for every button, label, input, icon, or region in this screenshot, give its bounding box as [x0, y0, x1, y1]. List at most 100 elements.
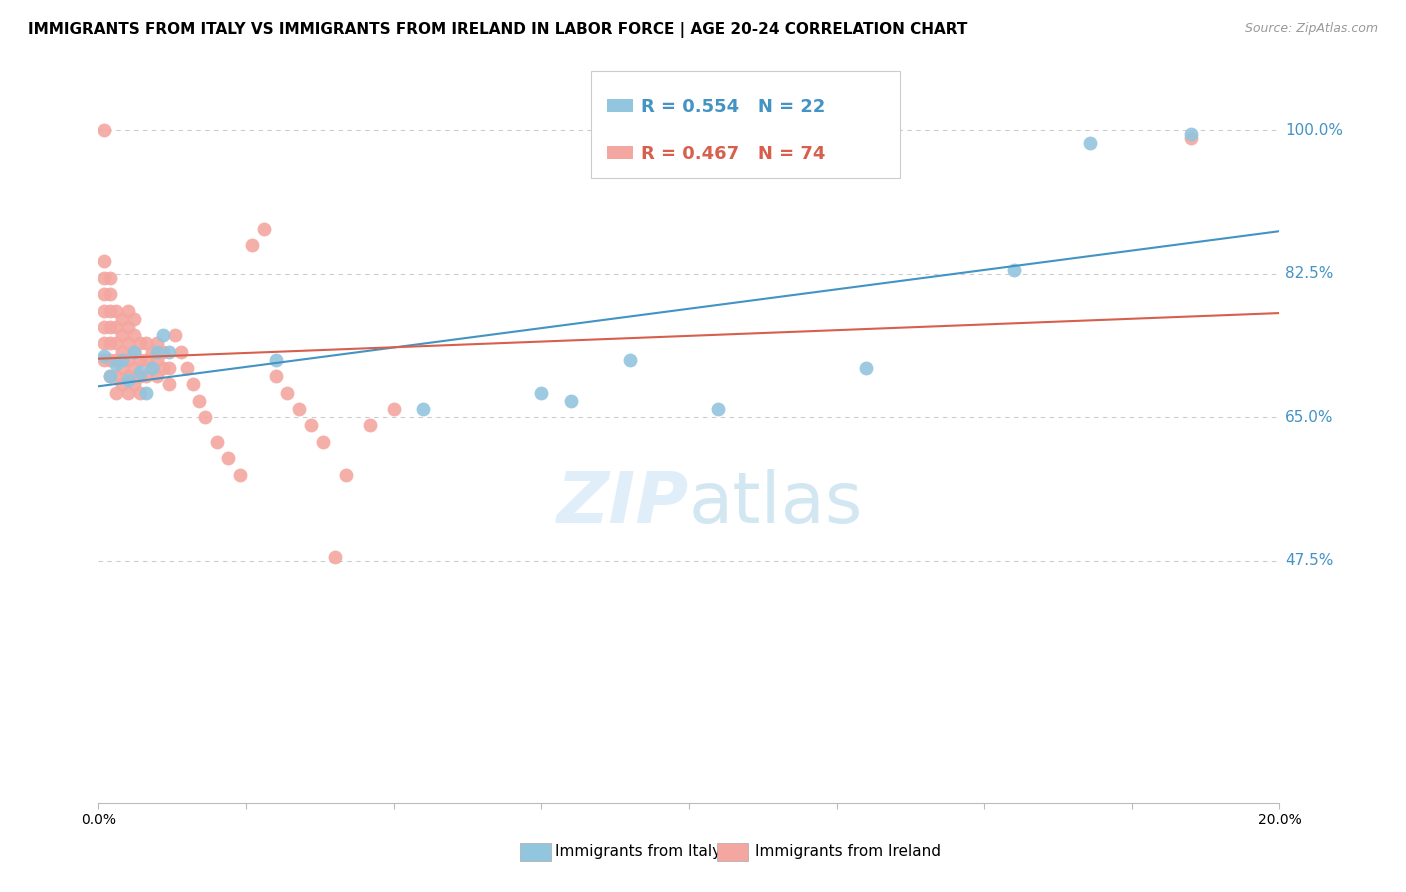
Point [264, 352, 287, 367]
Point [253, 221, 276, 235]
Text: IMMIGRANTS FROM ITALY VS IMMIGRANTS FROM IRELAND IN LABOR FORCE | AGE 20-24 CORR: IMMIGRANTS FROM ITALY VS IMMIGRANTS FROM… [28, 22, 967, 38]
Text: Immigrants from Ireland: Immigrants from Ireland [755, 845, 941, 859]
Point [105, 357, 128, 371]
Point [117, 303, 139, 318]
Point [122, 328, 145, 343]
Point [707, 402, 730, 417]
Text: Immigrants from Italy: Immigrants from Italy [555, 845, 721, 859]
Point [560, 393, 582, 408]
Point [93, 270, 115, 285]
Point [165, 328, 187, 343]
Point [122, 344, 145, 359]
Point [93, 336, 115, 351]
Point [98, 336, 121, 351]
Point [128, 385, 150, 400]
Point [128, 369, 150, 384]
Point [152, 344, 174, 359]
Point [93, 254, 115, 268]
Point [111, 361, 134, 376]
Point [105, 369, 128, 384]
Point [105, 385, 128, 400]
Point [122, 377, 145, 392]
Text: 65.0%: 65.0% [1285, 409, 1334, 425]
Point [117, 352, 139, 367]
Point [135, 369, 157, 384]
Point [111, 328, 134, 343]
Point [98, 270, 121, 285]
Text: R = 0.467   N = 74: R = 0.467 N = 74 [641, 145, 825, 162]
Point [1180, 128, 1202, 142]
Point [157, 344, 180, 359]
Text: 100.0%: 100.0% [1285, 123, 1343, 137]
Point [135, 352, 157, 367]
Point [117, 320, 139, 334]
Point [122, 344, 145, 359]
Point [117, 373, 139, 387]
Point [141, 344, 163, 359]
Point [98, 287, 121, 301]
Point [117, 336, 139, 351]
Point [93, 123, 115, 137]
Point [146, 336, 169, 351]
Point [105, 303, 128, 318]
Point [299, 418, 322, 433]
Point [1002, 262, 1025, 277]
Point [105, 352, 128, 367]
Point [217, 451, 239, 466]
Point [288, 402, 311, 417]
Point [855, 361, 877, 376]
Point [157, 377, 180, 392]
Text: Source: ZipAtlas.com: Source: ZipAtlas.com [1244, 22, 1378, 36]
Point [117, 369, 139, 384]
Point [335, 467, 357, 482]
Point [152, 361, 174, 376]
Point [276, 385, 298, 400]
Point [93, 352, 115, 367]
Point [141, 361, 163, 376]
Point [382, 402, 405, 417]
Point [93, 303, 115, 318]
Point [128, 365, 150, 379]
Point [323, 549, 346, 564]
Point [117, 385, 139, 400]
Point [135, 385, 157, 400]
Point [229, 467, 252, 482]
Point [205, 434, 228, 449]
Point [98, 369, 121, 384]
Point [93, 320, 115, 334]
Point [98, 352, 121, 367]
Point [530, 385, 553, 400]
Point [146, 344, 169, 359]
Point [146, 352, 169, 367]
Point [194, 410, 217, 425]
Point [176, 361, 198, 376]
Point [141, 361, 163, 376]
Point [1080, 136, 1102, 150]
Point [111, 352, 134, 367]
Text: 47.5%: 47.5% [1285, 553, 1334, 568]
Text: ZIP: ZIP [557, 468, 689, 538]
Point [93, 287, 115, 301]
Point [98, 303, 121, 318]
Point [98, 320, 121, 334]
Point [170, 344, 193, 359]
Text: R = 0.554   N = 22: R = 0.554 N = 22 [641, 98, 825, 116]
Point [187, 393, 209, 408]
Point [135, 336, 157, 351]
Point [93, 349, 115, 363]
Point [152, 328, 174, 343]
Point [128, 336, 150, 351]
Point [264, 369, 287, 384]
Point [359, 418, 381, 433]
Point [111, 311, 134, 326]
Point [111, 344, 134, 359]
Point [312, 434, 335, 449]
Point [412, 402, 434, 417]
Point [105, 320, 128, 334]
Point [105, 336, 128, 351]
Point [111, 377, 134, 392]
Point [128, 352, 150, 367]
Point [146, 369, 169, 384]
Point [98, 369, 121, 384]
Point [157, 361, 180, 376]
